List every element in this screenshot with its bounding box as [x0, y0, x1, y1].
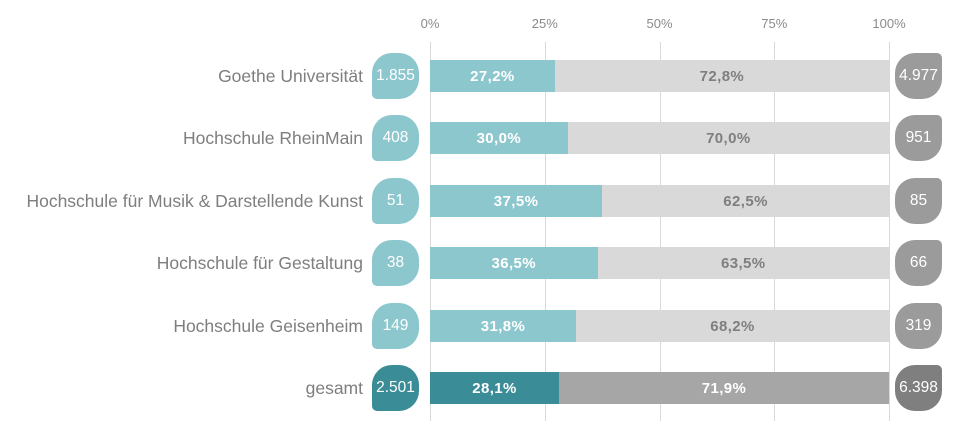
stacked-bar: 36,5% 63,5%	[430, 247, 889, 279]
row-label: Hochschule Geisenheim	[173, 316, 363, 336]
table-row: Hochschule für Musik & Darstellende Kuns…	[0, 178, 973, 224]
axis-tick-label: 100%	[872, 16, 906, 31]
teal-segment-label: 30,0%	[476, 129, 522, 147]
row-label: Hochschule RheinMain	[183, 128, 363, 148]
gridline	[544, 42, 546, 421]
teal-segment-label: 36,5%	[491, 254, 537, 272]
teal-segment-label: 27,2%	[470, 67, 515, 85]
gray-segment-label: 68,2%	[710, 317, 755, 335]
gridline	[774, 42, 776, 421]
teal-segment: 30,0%	[430, 122, 568, 154]
left-count-pill: 51	[372, 178, 419, 224]
gray-segment: 70,0%	[567, 122, 889, 154]
axis-tick-label: 50%	[646, 16, 673, 31]
axis-tick-label: 25%	[531, 16, 558, 31]
left-count-pill: 38	[372, 240, 419, 286]
gray-segment: 72,8%	[554, 60, 889, 92]
right-count-pill: 66	[895, 240, 942, 286]
teal-segment: 27,2%	[430, 60, 555, 92]
teal-segment-label: 28,1%	[472, 379, 517, 397]
stacked-bar: 30,0% 70,0%	[430, 122, 889, 154]
right-count-pill: 85	[895, 178, 942, 224]
teal-segment: 28,1%	[430, 372, 559, 404]
right-count-pill: 951	[895, 115, 942, 161]
gridline	[430, 42, 431, 421]
right-count-pill: 4.977	[895, 53, 942, 99]
row-label: gesamt	[305, 378, 363, 398]
right-count-pill: 6.398	[895, 365, 942, 411]
gray-segment: 63,5%	[597, 247, 889, 279]
row-label: Hochschule für Musik & Darstellende Kuns…	[26, 191, 363, 211]
row-label: Hochschule für Gestaltung	[156, 253, 363, 273]
gray-segment-label: 72,8%	[699, 67, 745, 85]
table-row: Hochschule für Gestaltung 38 36,5% 63,5% 66	[0, 240, 973, 286]
row-label: Goethe Universität	[218, 66, 363, 86]
stacked-bar: 28,1% 71,9%	[430, 372, 889, 404]
teal-segment-label: 37,5%	[493, 192, 539, 210]
stacked-bar: 31,8% 68,2%	[430, 310, 889, 342]
teal-segment: 31,8%	[430, 310, 576, 342]
gray-segment: 68,2%	[575, 310, 889, 342]
gray-segment-label: 63,5%	[720, 254, 766, 272]
table-row: Hochschule RheinMain 408 30,0% 70,0% 951	[0, 115, 973, 161]
left-count-pill: 408	[372, 115, 419, 161]
stacked-bar: 27,2% 72,8%	[430, 60, 889, 92]
gray-segment: 62,5%	[602, 185, 889, 217]
left-count-pill: 2.501	[372, 365, 419, 411]
gray-segment-label: 62,5%	[723, 192, 768, 210]
gray-segment: 71,9%	[558, 372, 889, 404]
right-count-pill: 319	[895, 303, 942, 349]
teal-segment-label: 31,8%	[480, 317, 526, 335]
gridline	[889, 42, 890, 421]
gray-segment-label: 70,0%	[706, 129, 751, 147]
axis-tick-label: 0%	[420, 16, 440, 31]
left-count-pill: 149	[372, 303, 419, 349]
table-row: Hochschule Geisenheim 149 31,8% 68,2% 319	[0, 303, 973, 349]
gray-segment-label: 71,9%	[701, 379, 747, 397]
axis-tick-label: 75%	[761, 16, 788, 31]
table-row: gesamt 2.501 28,1% 71,9% 6.398	[0, 365, 973, 411]
stacked-bar: 37,5% 62,5%	[430, 185, 889, 217]
table-row: Goethe Universität 1.855 27,2% 72,8% 4.977	[0, 53, 973, 99]
teal-segment: 36,5%	[430, 247, 598, 279]
teal-segment: 37,5%	[430, 185, 603, 217]
left-count-pill: 1.855	[372, 53, 419, 99]
gridline	[659, 42, 661, 421]
